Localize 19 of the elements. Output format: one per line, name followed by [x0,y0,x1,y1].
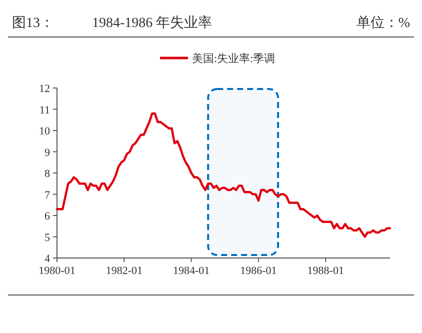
x-tick-label: 1988-01 [307,265,344,277]
y-tick-label: 11 [39,104,50,116]
caption: 图13： [12,16,54,31]
y-tick-label: 9 [44,146,50,159]
y-tick-label: 5 [44,232,50,244]
x-tick-label: 1982-01 [106,265,142,277]
y-tick-label: 12 [39,83,50,95]
y-tick-label: 6 [44,210,50,222]
line-series [56,112,392,238]
x-tick-label: 1986-01 [240,265,277,277]
y-tick-label: 4 [44,253,50,265]
legend-label: 美国:失业率:季调 [192,52,276,65]
y-tick-label: 10 [39,126,50,138]
x-tick-label: 1984-01 [172,265,210,277]
y-tick-label: 8 [44,168,50,180]
x-tick-label: 1980-01 [38,265,76,277]
chart-title: 1984-1986 年失业率 [92,15,212,31]
y-tick-label: 7 [44,189,50,202]
text: 单位：% [356,15,410,31]
